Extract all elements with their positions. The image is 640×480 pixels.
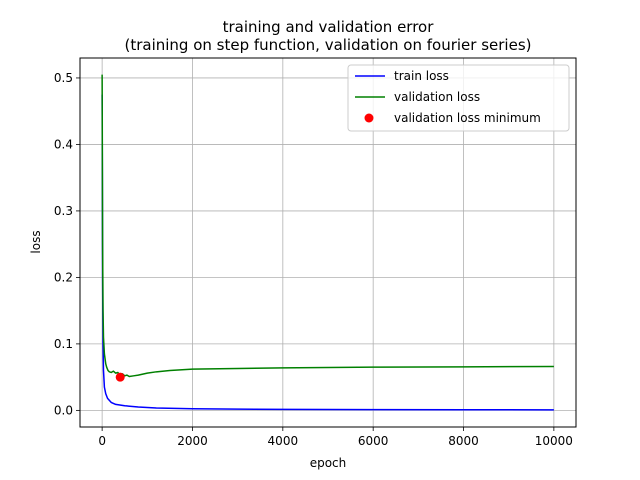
x-tick-label: 10000 [535, 434, 573, 448]
x-tick-label: 4000 [268, 434, 299, 448]
legend-box [347, 64, 570, 132]
legend-swatch-dot [364, 113, 374, 123]
chart-subtitle: (training on step function, validation o… [124, 36, 531, 54]
y-axis-label: loss [29, 230, 43, 253]
x-tick-label: 8000 [448, 434, 479, 448]
series-line-train-loss [101, 94, 554, 411]
legend-label: validation loss minimum [394, 111, 541, 125]
y-tick-label: 0.2 [54, 270, 73, 284]
legend-label: train loss [394, 69, 449, 83]
x-tick-label: 2000 [177, 434, 208, 448]
marker-layer [115, 372, 125, 382]
x-axis-ticks: 0 2000 4000 6000 8000 10000 [98, 427, 573, 448]
x-axis-label: epoch [310, 456, 347, 470]
chart-title: training and validation error [223, 18, 435, 36]
x-tick-label: 0 [98, 434, 106, 448]
legend-label: validation loss [394, 90, 480, 104]
y-tick-label: 0.3 [54, 204, 73, 218]
y-tick-label: 0.5 [54, 71, 73, 85]
plot-frame [79, 57, 577, 428]
y-tick-label: 0.1 [54, 337, 73, 351]
x-tick-label: 6000 [358, 434, 389, 448]
y-tick-label: 0.0 [54, 403, 73, 417]
minimum-marker [115, 372, 125, 382]
y-tick-label: 0.4 [54, 137, 73, 151]
y-axis-ticks: 0.0 0.1 0.2 0.3 0.4 0.5 [54, 71, 80, 417]
legend: train loss validation loss validation loss… [347, 64, 570, 132]
